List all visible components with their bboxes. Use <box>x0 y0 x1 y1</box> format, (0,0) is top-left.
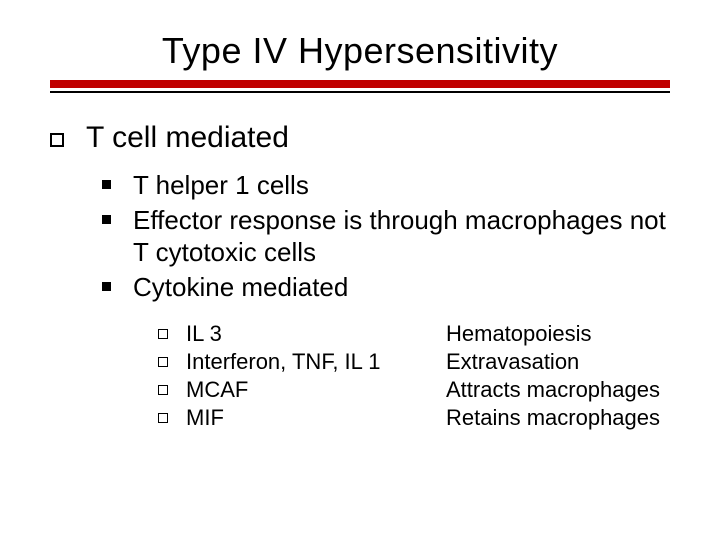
solid-square-bullet-icon <box>102 282 111 291</box>
cytokine-effect: Extravasation <box>446 349 579 375</box>
accent-bar <box>50 80 670 88</box>
list-item-level3: IL 3 Hematopoiesis <box>158 321 680 347</box>
level2-text: T helper 1 cells <box>133 169 309 202</box>
slide-container: Type IV Hypersensitivity T cell mediated… <box>0 0 720 540</box>
cytokine-effect: Attracts macrophages <box>446 377 660 403</box>
cytokine-effect: Hematopoiesis <box>446 321 592 347</box>
level3-list: IL 3 Hematopoiesis Interferon, TNF, IL 1… <box>158 321 680 431</box>
level1-text: T cell mediated <box>86 121 289 155</box>
solid-square-bullet-icon <box>102 180 111 189</box>
title-block: Type IV Hypersensitivity <box>40 30 680 72</box>
list-item-level3: Interferon, TNF, IL 1 Extravasation <box>158 349 680 375</box>
cytokine-effect: Retains macrophages <box>446 405 660 431</box>
cytokine-name: IL 3 <box>186 321 446 347</box>
hollow-square-bullet-icon <box>158 413 168 423</box>
list-item-level3: MIF Retains macrophages <box>158 405 680 431</box>
hollow-square-bullet-icon <box>158 357 168 367</box>
thin-bar <box>50 91 670 93</box>
hollow-square-bullet-icon <box>50 133 64 147</box>
cytokine-name: MIF <box>186 405 446 431</box>
hollow-square-bullet-icon <box>158 385 168 395</box>
level2-list: T helper 1 cells Effector response is th… <box>102 169 680 303</box>
title-underline <box>50 80 670 93</box>
list-item-level2: T helper 1 cells <box>102 169 680 202</box>
cytokine-name: Interferon, TNF, IL 1 <box>186 349 446 375</box>
slide-title: Type IV Hypersensitivity <box>80 30 640 72</box>
list-item-level1: T cell mediated <box>50 121 680 155</box>
list-item-level2: Cytokine mediated <box>102 271 680 304</box>
cytokine-name: MCAF <box>186 377 446 403</box>
list-item-level3: MCAF Attracts macrophages <box>158 377 680 403</box>
level2-text: Cytokine mediated <box>133 271 348 304</box>
level2-text: Effector response is through macrophages… <box>133 204 680 269</box>
hollow-square-bullet-icon <box>158 329 168 339</box>
solid-square-bullet-icon <box>102 215 111 224</box>
list-item-level2: Effector response is through macrophages… <box>102 204 680 269</box>
